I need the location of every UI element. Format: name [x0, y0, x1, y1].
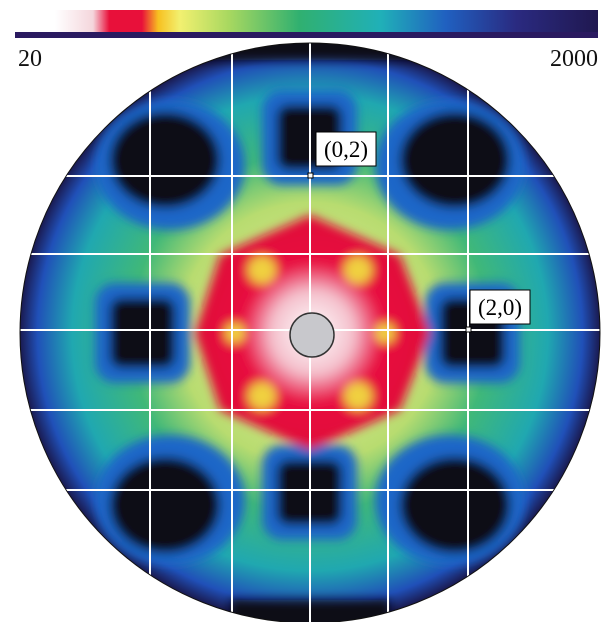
colorbar-min: 20 [18, 46, 42, 72]
spot-marker [466, 327, 471, 332]
spot-label: (0,2) [324, 137, 368, 162]
colorbar-max: 2000 [550, 46, 598, 72]
beam-stop [290, 313, 334, 357]
page: 20 2000 [0, 0, 608, 622]
spot-label: (2,0) [478, 295, 522, 320]
colorbar-strip [15, 32, 598, 38]
colorbar [55, 10, 598, 32]
spot-marker [308, 173, 313, 178]
figure: 20 2000 [0, 0, 608, 622]
